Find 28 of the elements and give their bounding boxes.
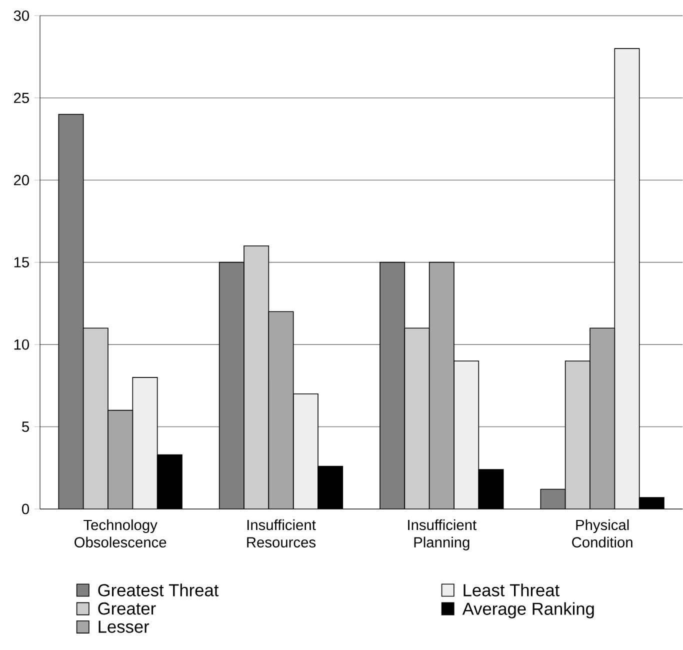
legend-label: Greater [98, 602, 156, 615]
x-tick-label: Technology Obsolescence [74, 519, 166, 548]
bar [82, 328, 108, 509]
bar [108, 410, 134, 509]
bar [132, 377, 158, 509]
bar [244, 245, 270, 509]
x-tick-label: Physical Condition [572, 519, 632, 548]
y-tick-label: 5 [22, 422, 29, 432]
y-tick-label: 15 [14, 257, 29, 268]
bar [590, 328, 616, 509]
y-tick-label: 0 [22, 504, 30, 514]
bar [268, 311, 294, 509]
x-tick-label: Insufficient Resources [247, 519, 316, 548]
y-tick-label: 20 [14, 174, 30, 186]
bar [614, 48, 640, 509]
bar [564, 360, 590, 509]
legend-label: Average Ranking [462, 602, 594, 618]
x-tick-label: Insufficient Planning [408, 519, 476, 550]
bar [292, 393, 318, 509]
y-tick-label: 25 [14, 92, 29, 104]
bar [404, 328, 430, 509]
legend-label: Lesser [98, 620, 150, 633]
legend-label: Least Threat [464, 584, 560, 596]
y-tick-label: 30 [14, 10, 30, 21]
bar [428, 262, 454, 509]
bar [454, 360, 480, 509]
legend-label: Greatest Threat [98, 584, 219, 596]
y-tick-label: 10 [14, 339, 30, 350]
